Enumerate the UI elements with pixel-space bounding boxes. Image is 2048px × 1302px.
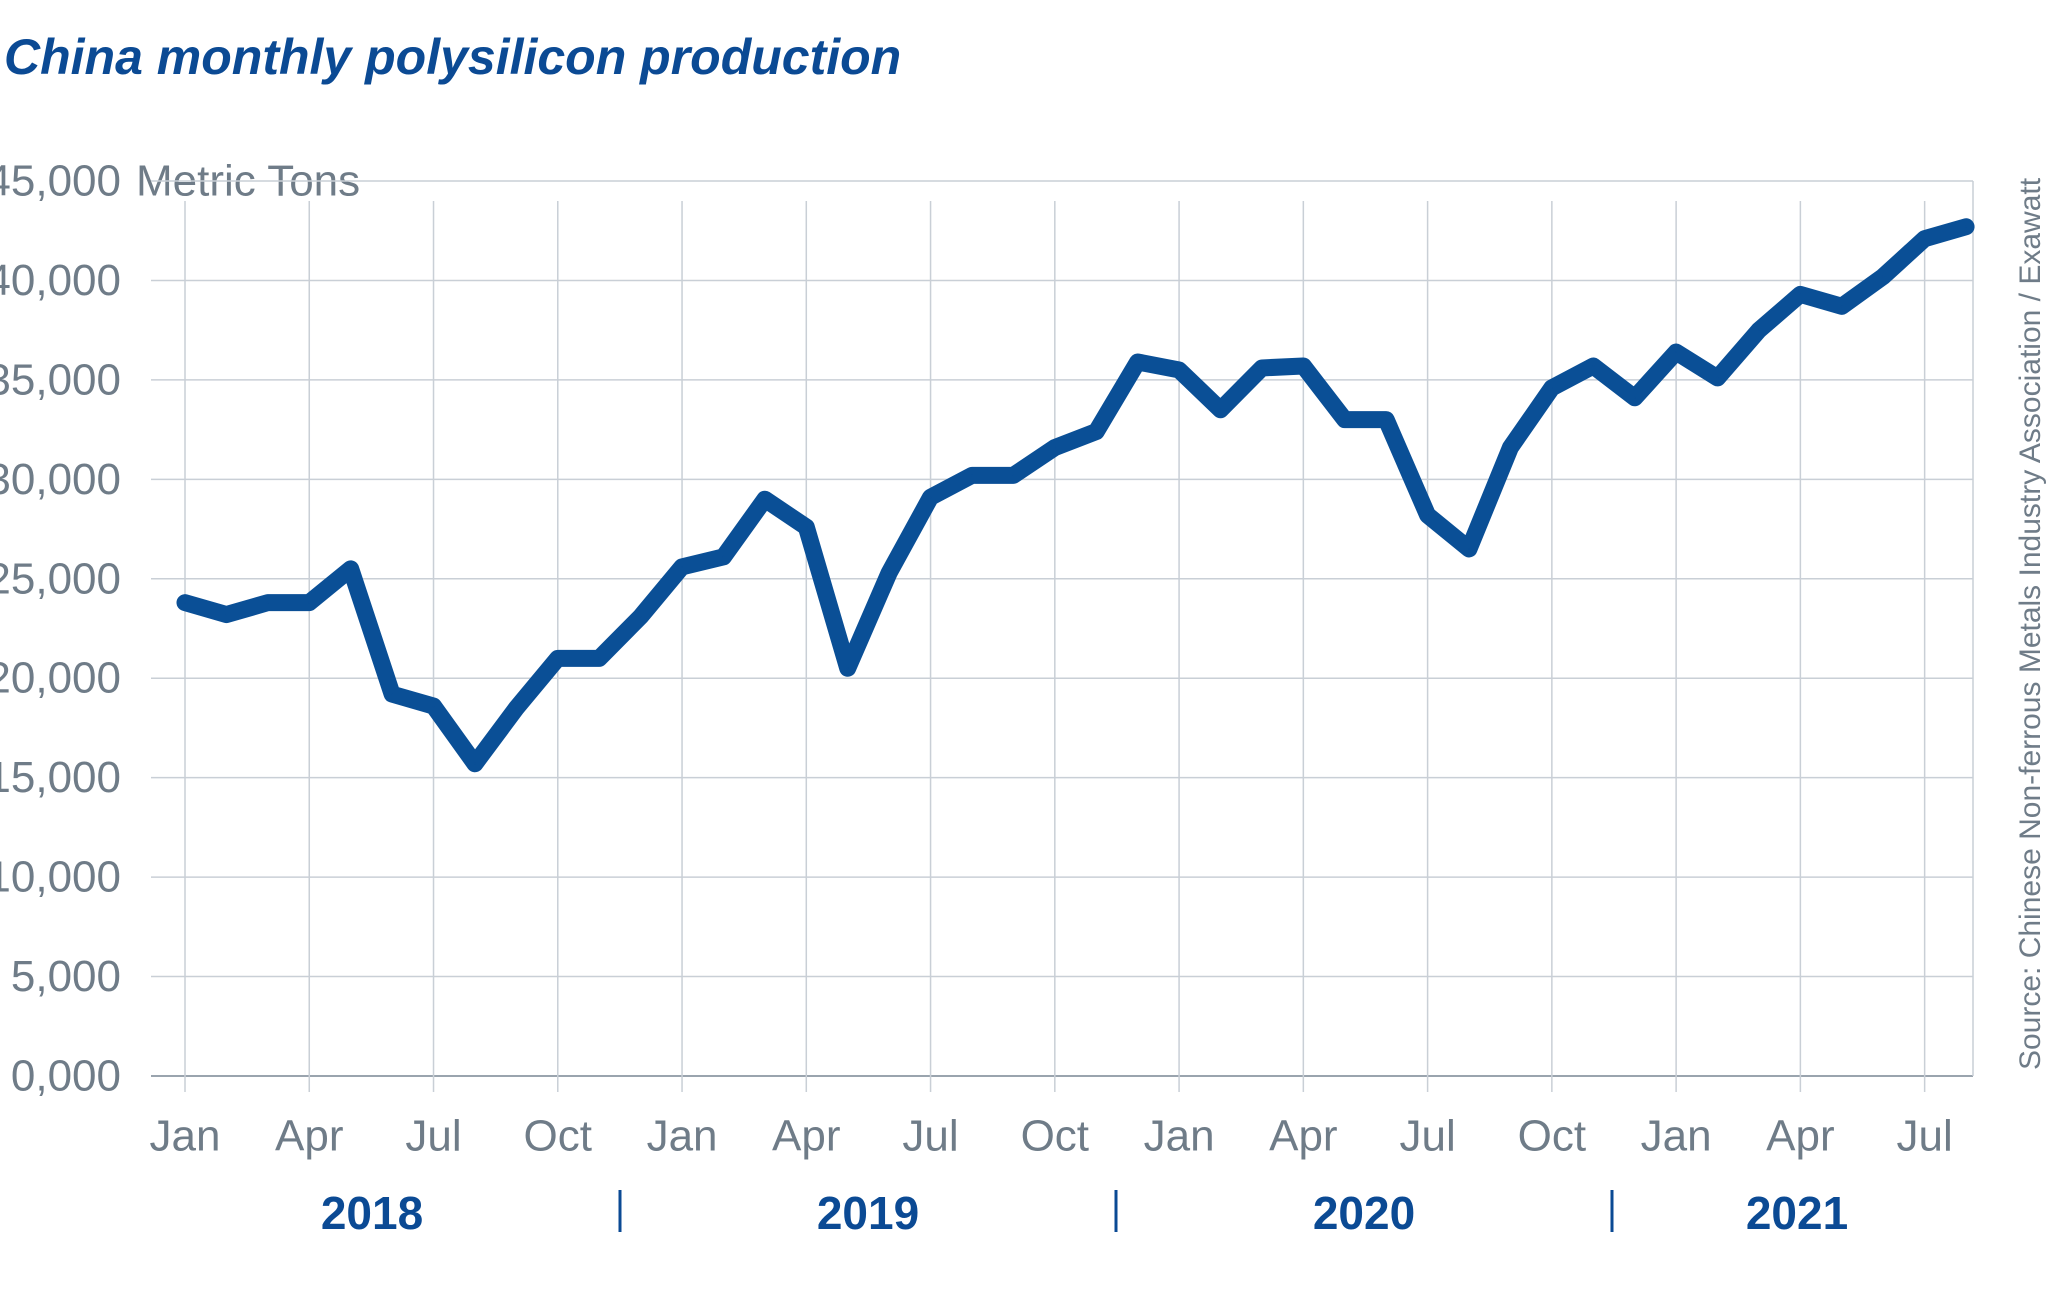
data-point bbox=[1633, 396, 1636, 399]
y-tick-label: 30,000 bbox=[0, 455, 121, 504]
data-point bbox=[349, 567, 352, 570]
y-tick-label: 20,000 bbox=[0, 654, 121, 703]
data-point bbox=[1550, 386, 1553, 389]
data-point bbox=[1923, 237, 1926, 240]
y-axis-ticks: 0,000 5,000 10,000 15,000 20,000 25,000 30,000… bbox=[0, 157, 121, 1101]
x-tick-label: Jan bbox=[1144, 1112, 1215, 1161]
y-tick-label: 25,000 bbox=[0, 554, 121, 603]
data-point bbox=[1882, 275, 1885, 278]
x-tick-label: Jul bbox=[405, 1112, 461, 1161]
data-point bbox=[1675, 351, 1678, 354]
data-point bbox=[225, 613, 228, 616]
data-point bbox=[1716, 376, 1719, 379]
data-point bbox=[1260, 366, 1263, 369]
x-tick-label: Jul bbox=[1399, 1112, 1455, 1161]
data-point bbox=[1178, 368, 1181, 371]
data-point bbox=[1302, 364, 1305, 367]
data-point bbox=[391, 693, 394, 696]
year-label: 2020 bbox=[1313, 1187, 1415, 1239]
data-point bbox=[556, 657, 559, 660]
y-tick-label: 45,000 bbox=[0, 157, 121, 206]
y-tick-label: 40,000 bbox=[0, 256, 121, 305]
data-point bbox=[846, 667, 849, 670]
data-point bbox=[722, 555, 725, 558]
data-point bbox=[681, 565, 684, 568]
y-tick-label: 5,000 bbox=[11, 952, 121, 1001]
data-point bbox=[1592, 364, 1595, 367]
x-tick-label: Apr bbox=[1766, 1112, 1834, 1161]
data-point bbox=[184, 601, 186, 604]
data-point bbox=[266, 601, 269, 604]
data-point bbox=[1385, 418, 1388, 421]
data-point bbox=[805, 526, 808, 529]
x-tick-label: Oct bbox=[524, 1112, 592, 1161]
y-tick-label: 15,000 bbox=[0, 753, 121, 802]
x-tick-label: Apr bbox=[772, 1112, 840, 1161]
data-point bbox=[1468, 547, 1471, 550]
data-point bbox=[515, 707, 518, 710]
x-tick-label: Apr bbox=[275, 1112, 343, 1161]
data-point bbox=[1219, 408, 1222, 411]
year-label: 2019 bbox=[817, 1187, 919, 1239]
data-point bbox=[888, 571, 891, 574]
data-point bbox=[473, 762, 476, 765]
data-point bbox=[1343, 418, 1346, 421]
data-point bbox=[1426, 514, 1429, 517]
source-note: Source: Chinese Non-ferrous Metals Indus… bbox=[2014, 177, 2047, 1070]
x-axis-ticks: Jan Apr Jul Oct Jan Apr Jul Oct Jan Apr Jul Oct Jan A… bbox=[150, 1112, 1953, 1161]
data-point bbox=[639, 615, 642, 618]
x-tick-label: Jan bbox=[647, 1112, 718, 1161]
x-tick-label: Apr bbox=[1269, 1112, 1337, 1161]
x-tick-label: Oct bbox=[1518, 1112, 1586, 1161]
data-point bbox=[1840, 305, 1843, 308]
data-point bbox=[1757, 329, 1760, 332]
data-point bbox=[763, 498, 766, 501]
data-point bbox=[432, 705, 435, 708]
data-point bbox=[598, 657, 601, 660]
series bbox=[176, 218, 1975, 773]
year-label: 2018 bbox=[321, 1187, 423, 1239]
data-point bbox=[1509, 446, 1512, 449]
x-tick-label: Oct bbox=[1021, 1112, 1089, 1161]
data-point bbox=[1095, 430, 1098, 433]
year-label: 2021 bbox=[1746, 1187, 1848, 1239]
year-labels: 2018 2019 2020 2021 bbox=[321, 1187, 1848, 1239]
x-tick-label: Jul bbox=[902, 1112, 958, 1161]
y-tick-label: 0,000 bbox=[11, 1052, 121, 1101]
data-point bbox=[308, 601, 311, 604]
x-tick-label: Jan bbox=[1641, 1112, 1712, 1161]
x-tick-label: Jan bbox=[150, 1112, 221, 1161]
data-point bbox=[970, 474, 973, 477]
x-tick-label: Jul bbox=[1897, 1112, 1953, 1161]
series-line bbox=[176, 218, 1975, 773]
data-point bbox=[1136, 360, 1139, 363]
data-point bbox=[929, 496, 932, 499]
data-point bbox=[1053, 446, 1056, 449]
chart-title: China monthly polysilicon production bbox=[4, 29, 901, 85]
data-point bbox=[1799, 293, 1802, 296]
grid bbox=[151, 180, 1974, 1092]
y-tick-label: 10,000 bbox=[0, 853, 121, 902]
y-tick-label: 35,000 bbox=[0, 355, 121, 404]
data-point bbox=[1965, 225, 1968, 228]
data-point bbox=[1012, 474, 1015, 477]
